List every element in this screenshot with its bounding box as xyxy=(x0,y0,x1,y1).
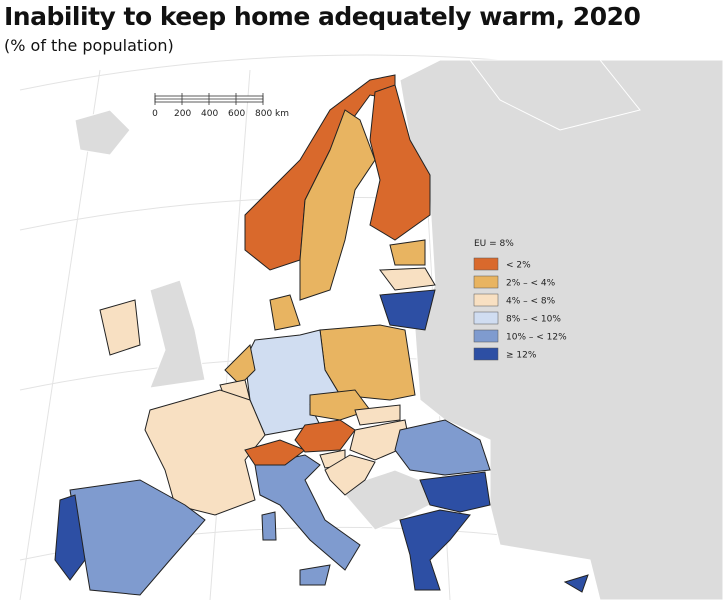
country xyxy=(419,471,491,513)
scale-labels: 0 200 400 600 800 km xyxy=(152,93,289,119)
country xyxy=(354,404,401,426)
legend-label: 10% – < 12% xyxy=(506,333,567,343)
country xyxy=(254,454,361,571)
country xyxy=(244,439,307,466)
legend-title: EU = 8% xyxy=(474,239,514,249)
scale-label: 400 xyxy=(201,109,218,119)
country xyxy=(244,74,396,271)
eu-countries xyxy=(54,74,589,596)
scale-label: 200 xyxy=(174,109,191,119)
legend-swatch xyxy=(473,329,499,343)
country xyxy=(369,84,431,241)
country xyxy=(399,509,471,591)
country xyxy=(144,389,266,516)
legend-swatch xyxy=(473,293,499,307)
legend-label: 4% – < 8% xyxy=(506,297,556,307)
scale-label: 600 xyxy=(228,109,245,119)
country xyxy=(389,239,426,266)
country xyxy=(54,494,86,581)
country xyxy=(299,564,331,586)
country xyxy=(324,454,376,496)
graticule-line xyxy=(19,69,101,600)
country xyxy=(99,299,141,356)
legend-label: 2% – < 4% xyxy=(506,279,556,289)
legend-label: ≥ 12% xyxy=(506,351,537,361)
scale-label: 0 xyxy=(152,109,158,119)
legend-swatch xyxy=(473,257,499,271)
legend: < 2% 2% – < 4% 4% – < 8% 8% – < 10% 10% – < … xyxy=(473,257,567,361)
country xyxy=(379,267,436,291)
legend-label: < 2% xyxy=(506,261,531,271)
land xyxy=(469,59,641,131)
country xyxy=(269,294,301,331)
subtitle: (% of the population) xyxy=(4,36,174,55)
country xyxy=(379,289,436,331)
country xyxy=(299,109,376,301)
legend-swatch xyxy=(473,275,499,289)
scale-label: 800 km xyxy=(255,109,289,119)
title: Inability to keep home adequately warm, … xyxy=(4,2,641,31)
country xyxy=(261,511,277,541)
non-eu-land xyxy=(74,59,723,600)
country xyxy=(224,343,256,386)
land xyxy=(149,279,206,389)
land xyxy=(74,109,131,156)
graticule-line xyxy=(209,69,251,600)
country xyxy=(394,419,491,476)
country xyxy=(309,389,371,421)
legend-label: 8% – < 10% xyxy=(506,315,561,325)
legend-swatch xyxy=(473,311,499,325)
country xyxy=(563,574,589,593)
legend-swatch xyxy=(473,347,499,361)
